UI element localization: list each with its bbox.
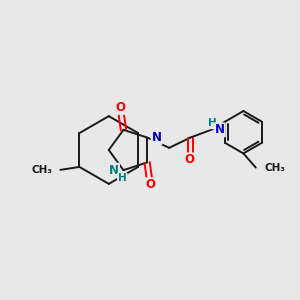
Text: O: O — [115, 101, 125, 114]
Text: O: O — [184, 153, 194, 167]
Text: N: N — [152, 131, 161, 144]
Text: H: H — [208, 118, 217, 128]
Text: O: O — [146, 178, 155, 191]
Text: H: H — [118, 173, 127, 183]
Text: CH₃: CH₃ — [264, 163, 285, 172]
Text: CH₃: CH₃ — [31, 165, 52, 175]
Text: N: N — [215, 123, 225, 136]
Text: N: N — [109, 164, 119, 177]
